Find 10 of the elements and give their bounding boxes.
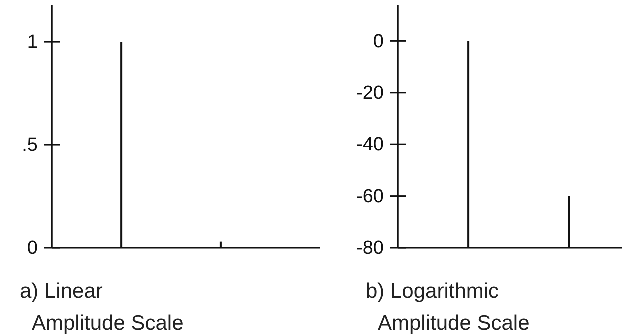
x-axis-title: a) Linear Amplitude Scale	[20, 280, 184, 334]
y-tick-label: -60	[356, 186, 384, 208]
y-tick-label: 0	[373, 31, 384, 52]
y-tick-label: -80	[356, 238, 384, 260]
x-axis-title: b) Logarithmic Amplitude Scale	[366, 280, 530, 334]
y-tick-label: -20	[356, 82, 384, 104]
y-tick-label: 0	[27, 238, 38, 260]
y-tick-label: 1	[27, 32, 38, 54]
y-tick-label: -40	[356, 134, 384, 156]
y-tick-label: .5	[22, 135, 38, 156]
